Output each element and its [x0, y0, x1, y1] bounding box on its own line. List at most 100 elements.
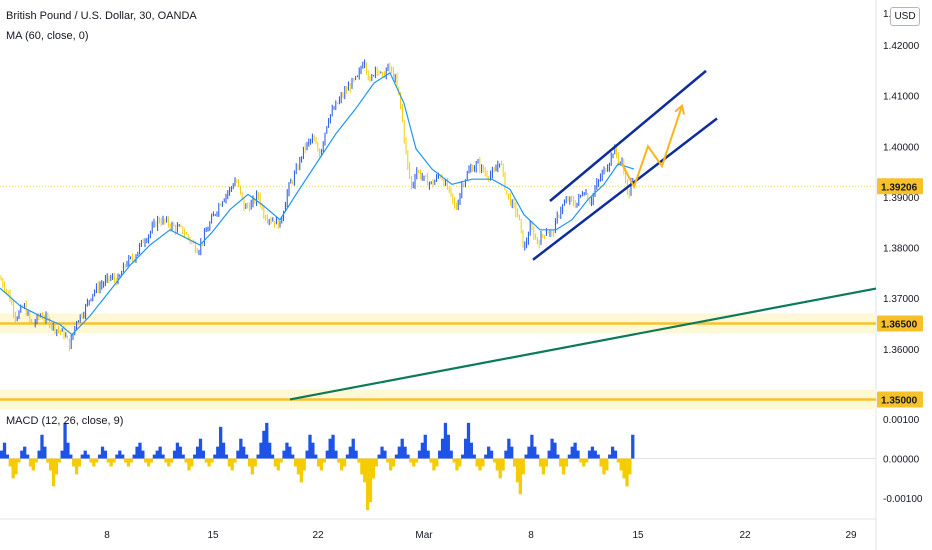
price-tick-label-top: 1.: [883, 9, 891, 20]
macd-bar-111: [319, 458, 324, 471]
macd-bar-193: [556, 454, 560, 459]
macd-bar-49: [141, 450, 145, 459]
macd-bar-154: [443, 422, 448, 459]
macd-bar-67: [193, 454, 197, 459]
macd-bar-205: [590, 446, 595, 459]
currency-button[interactable]: USD: [890, 7, 920, 26]
macd-bar-138: [397, 446, 401, 459]
price-tag-label: 1.35000: [881, 395, 918, 406]
macd-bar-204: [587, 450, 592, 459]
macd-bar-106: [305, 450, 309, 459]
macd-bar-196: [564, 458, 569, 467]
time-tick-label: 8: [528, 530, 534, 541]
price-tick-label: 1.37000: [883, 294, 920, 305]
macd-bar-216: [622, 458, 626, 479]
macd-bar-3: [8, 458, 12, 467]
macd-bar-2: [5, 454, 10, 459]
macd-legend: MACD (12, 26, close, 9): [6, 415, 124, 427]
time-tick-label: 29: [845, 530, 857, 541]
macd-bar-210: [605, 458, 609, 471]
macd-bar-17: [48, 458, 53, 471]
price-tag-label: 1.36500: [881, 320, 918, 331]
macd-bar-117: [337, 458, 341, 463]
macd-bar-112: [322, 458, 327, 463]
macd-bar-14: [40, 434, 44, 459]
macd-bar-199: [573, 442, 577, 459]
macd-bar-144: [414, 458, 419, 463]
macd-bar-122: [351, 438, 355, 459]
macd-bar-123: [354, 450, 358, 459]
macd-bar-134: [386, 458, 390, 463]
macd-bar-151: [435, 458, 439, 467]
macd-bar-115: [331, 434, 335, 459]
candles-group: [0, 59, 634, 351]
macd-bar-4: [11, 458, 15, 479]
macd-bar-153: [440, 438, 445, 459]
macd-bar-19: [54, 458, 59, 475]
macd-bar-190: [547, 450, 551, 459]
macd-bar-80: [230, 458, 234, 471]
macd-bar-51: [146, 458, 151, 467]
macd-bar-160: [461, 454, 465, 459]
macd-bar-198: [570, 446, 574, 459]
macd-bar-146: [420, 442, 425, 459]
macd-bar-55: [158, 446, 162, 459]
macd-bar-105: [302, 458, 306, 471]
macd-bar-75: [216, 446, 220, 459]
price-tick-label: 1.39000: [883, 193, 920, 204]
macd-bar-157: [452, 458, 456, 463]
macd-bar-91: [262, 430, 266, 459]
macd-bar-5: [14, 458, 18, 475]
price-tag-bg-0: [877, 315, 923, 332]
macd-bar-30: [86, 454, 90, 459]
ma-legend: MA (60, close, 0): [6, 30, 89, 42]
macd-bar-86: [247, 458, 252, 467]
macd-bar-82: [236, 450, 240, 459]
macd-bar-176: [507, 438, 511, 459]
macd-bar-103: [296, 458, 301, 475]
macd-bar-211: [608, 454, 612, 459]
macd-bar-172: [495, 458, 499, 471]
macd-bar-77: [221, 442, 226, 459]
macd-bar-152: [438, 450, 442, 459]
macd-bar-58: [167, 458, 171, 467]
time-tick-label: Mar: [415, 530, 433, 541]
projection-arrowhead: [674, 103, 686, 115]
projection-path: [621, 105, 683, 190]
macd-bar-87: [250, 458, 254, 475]
macd-bar-29: [83, 450, 87, 459]
macd-bar-165: [475, 458, 479, 467]
macd-bar-15: [43, 446, 47, 459]
macd-bar-99: [285, 442, 289, 459]
macd-bar-66: [190, 458, 194, 467]
macd-bar-131: [377, 454, 381, 459]
macd-bar-128: [368, 458, 373, 503]
macd-bar-101: [291, 454, 295, 459]
macd-bar-26: [74, 458, 79, 475]
macd-bar-8: [23, 446, 27, 459]
macd-bar-88: [253, 458, 257, 467]
macd-bar-85: [244, 454, 249, 459]
macd-bar-83: [239, 438, 243, 459]
macd-bar-47: [135, 446, 139, 459]
macd-bar-71: [204, 458, 208, 463]
macd-bar-174: [501, 458, 505, 471]
macd-bar-202: [582, 458, 586, 467]
macd-bar-65: [187, 458, 191, 471]
macd-bar-167: [481, 458, 485, 467]
macd-bar-137: [394, 454, 399, 459]
macd-bar-73: [210, 458, 214, 463]
macd-bar-34: [97, 454, 102, 459]
macd-bar-120: [345, 454, 350, 459]
macd-bar-129: [371, 458, 376, 479]
macd-bar-192: [553, 442, 557, 459]
macd-bar-195: [561, 458, 566, 475]
macd-bar-184: [530, 434, 534, 459]
macd-bars-group: [0, 422, 635, 511]
macd-bar-130: [374, 458, 378, 467]
macd-bar-179: [515, 458, 520, 483]
macd-bar-11: [31, 458, 35, 471]
macd-bar-161: [463, 438, 468, 459]
macd-bar-72: [207, 458, 211, 467]
